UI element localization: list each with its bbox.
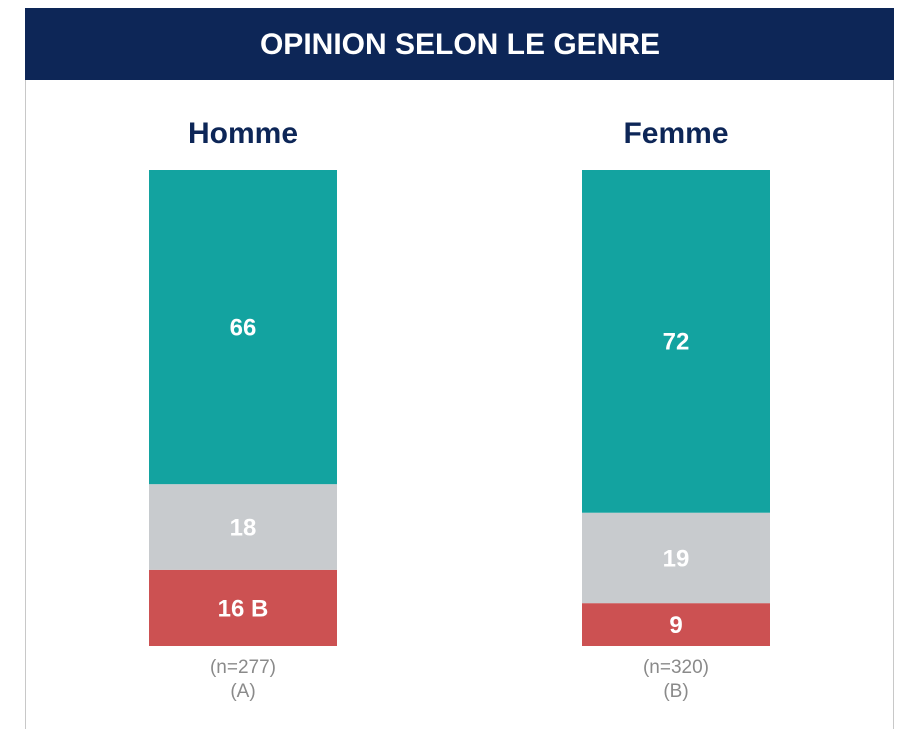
- category-label: Homme: [188, 117, 298, 150]
- bar-segment: [149, 484, 337, 570]
- bar-segment: [149, 170, 337, 485]
- value-label: 9: [669, 612, 682, 639]
- sample-size: (n=277): [210, 657, 276, 678]
- bar-segment: [582, 170, 770, 513]
- value-label: 66: [230, 314, 257, 341]
- value-label: 16 B: [218, 595, 269, 622]
- value-label: 18: [230, 514, 257, 541]
- group-letter: (B): [663, 681, 688, 702]
- group-letter: (A): [230, 681, 255, 702]
- chart-title: OPINION SELON LE GENRE: [260, 28, 660, 61]
- bar-segment: [149, 569, 337, 646]
- header-band: [25, 8, 894, 80]
- sample-size: (n=320): [643, 657, 709, 678]
- value-label: 19: [663, 545, 690, 572]
- value-label: 72: [663, 329, 690, 356]
- bar-segment: [582, 603, 770, 646]
- bar-segment: [582, 512, 770, 604]
- category-label: Femme: [623, 117, 728, 150]
